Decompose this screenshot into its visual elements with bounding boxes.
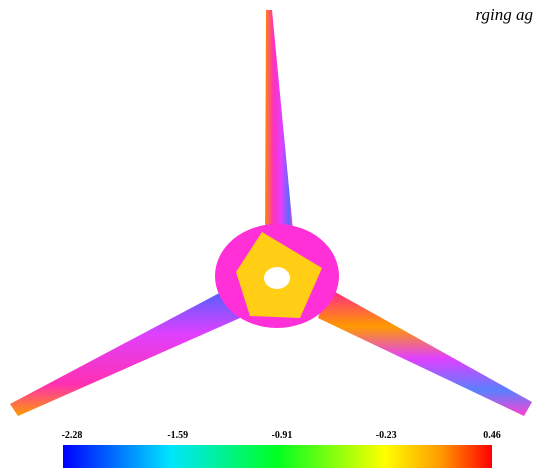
tick-label: -2.28: [62, 430, 83, 441]
tick-label: -0.23: [376, 430, 397, 441]
blade: [318, 288, 532, 416]
hub-hole: [264, 267, 290, 289]
tick-label: 0.46: [483, 430, 501, 441]
colorbar: [63, 445, 492, 468]
blade: [265, 10, 293, 230]
caption: rging ag: [476, 5, 533, 24]
blade: [10, 290, 240, 416]
colorbar-ticks: -2.28 -1.59 -0.91 -0.23 0.46: [62, 430, 501, 441]
tick-label: -0.91: [272, 430, 293, 441]
tick-label: -1.59: [167, 430, 188, 441]
